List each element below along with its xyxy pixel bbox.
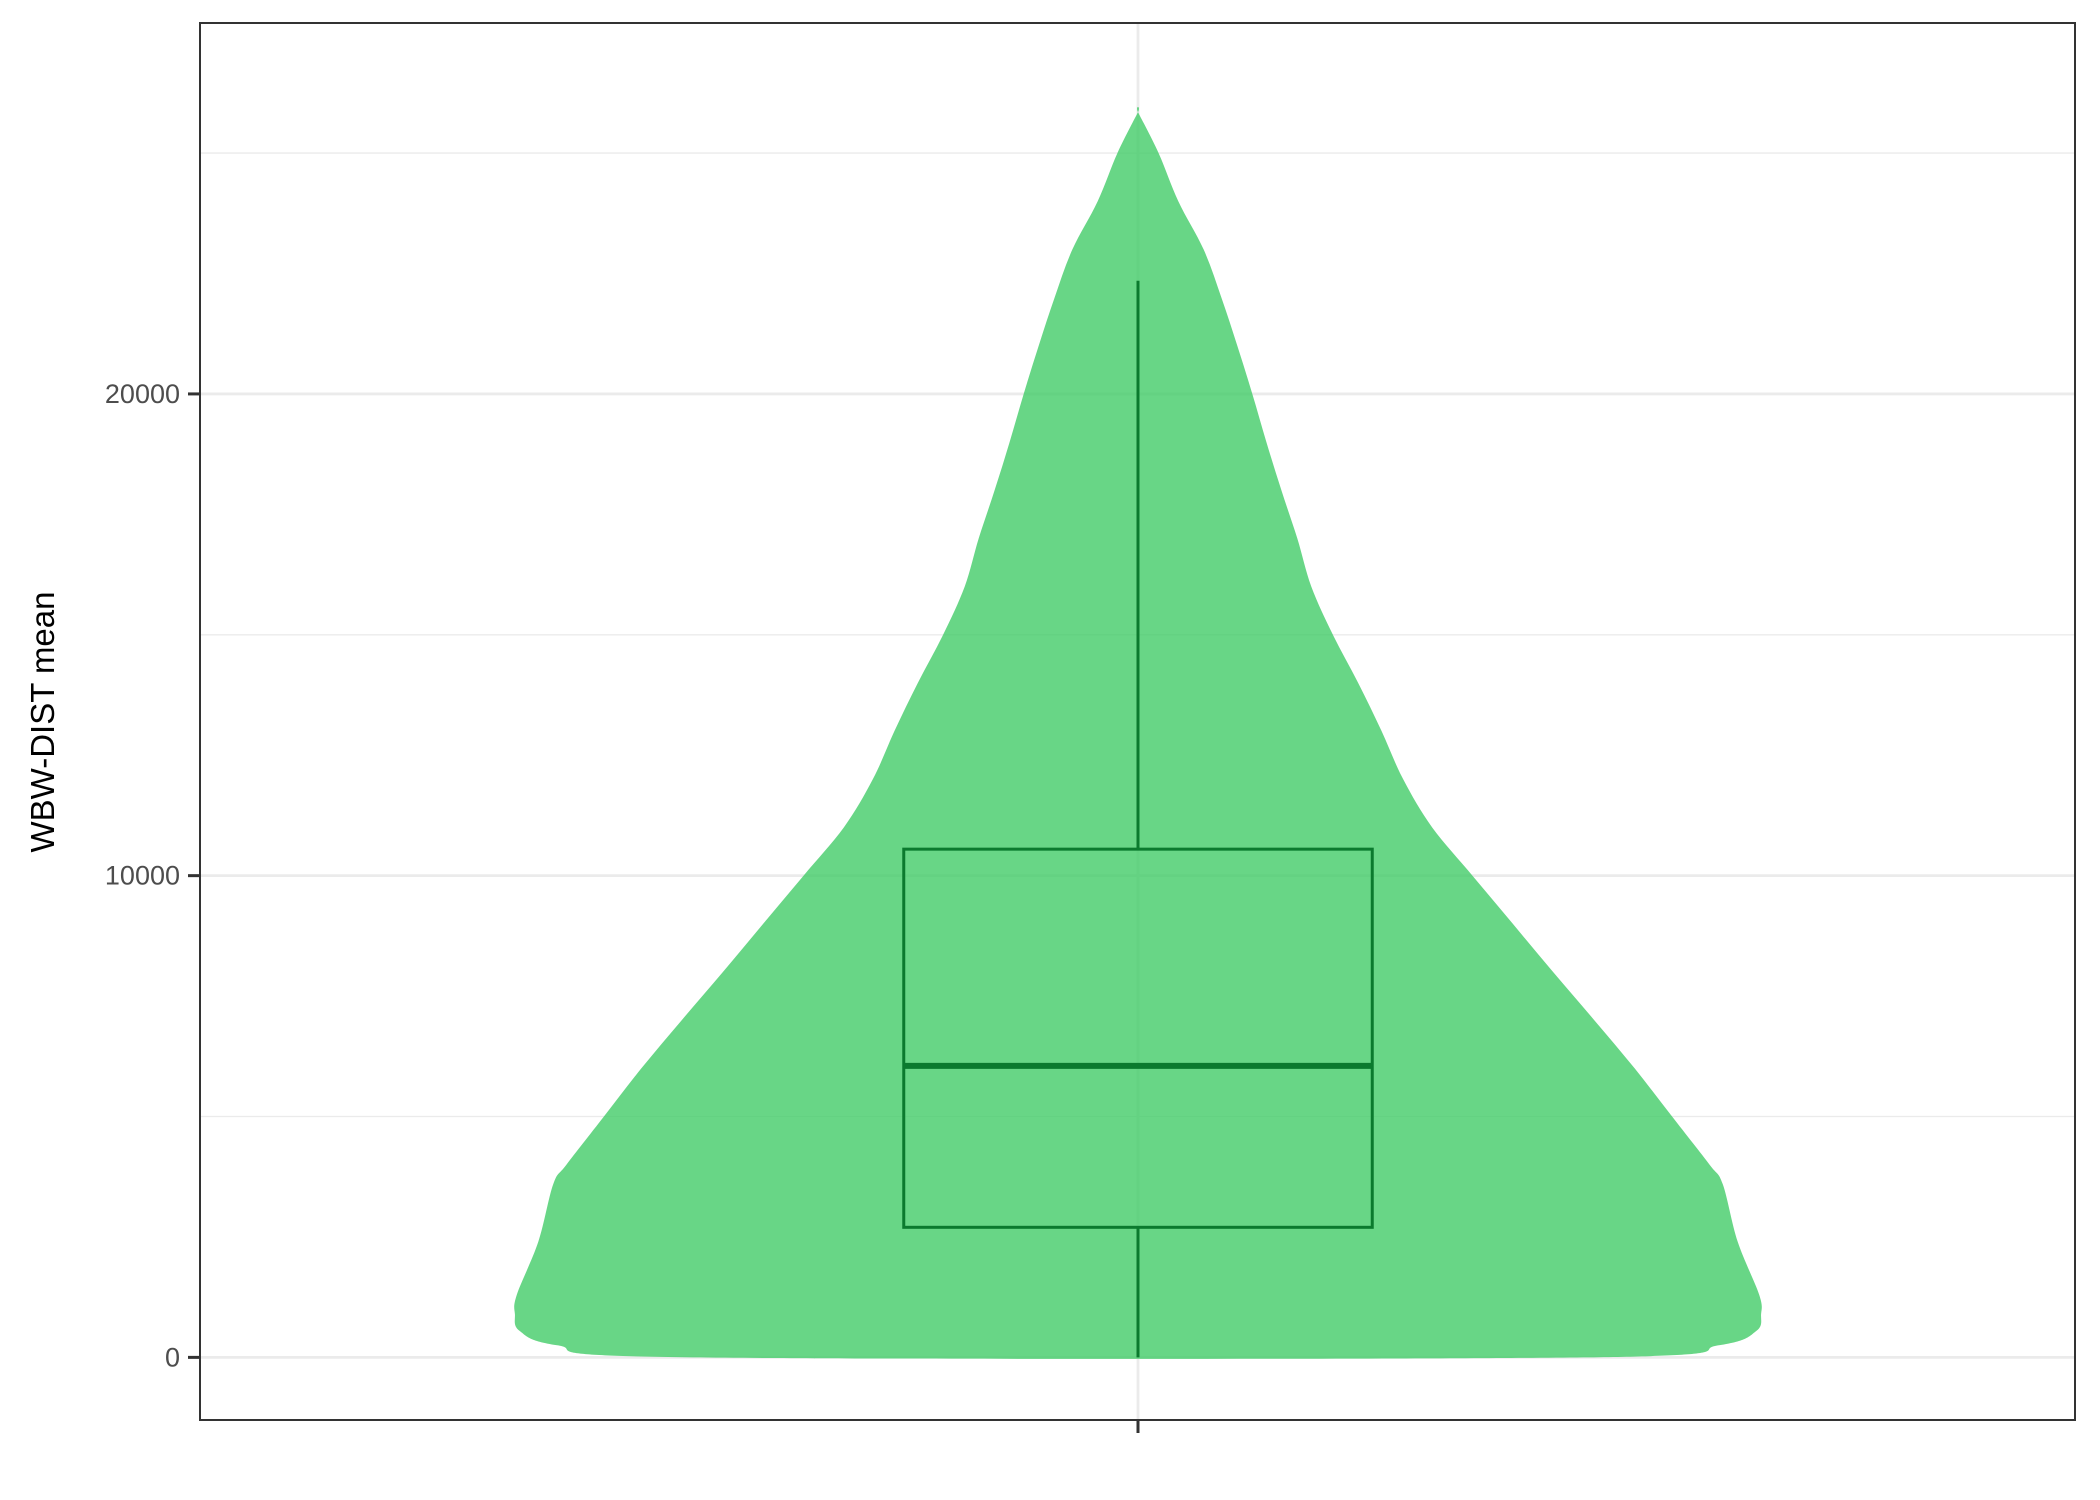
box-plot xyxy=(902,280,1374,1358)
y-tick-label: 10000 xyxy=(105,861,180,891)
y-tick-label: 0 xyxy=(165,1342,180,1372)
y-axis: 0 10000 20000 xyxy=(105,379,200,1372)
y-tick-label: 20000 xyxy=(105,379,180,409)
interquartile-box xyxy=(902,847,1374,1229)
y-axis-title: WBW-DIST mean xyxy=(24,592,61,853)
